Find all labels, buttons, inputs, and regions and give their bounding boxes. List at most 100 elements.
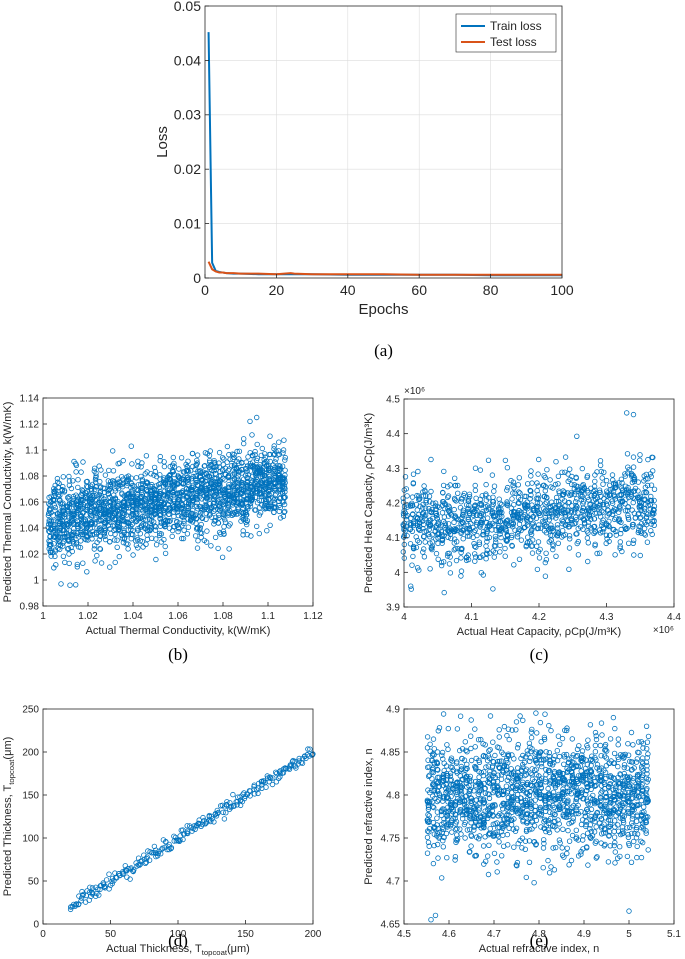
data-point [617,539,623,545]
data-point [546,722,552,729]
data-point [560,826,566,832]
data-point [462,811,468,818]
data-point [422,539,428,545]
data-point [440,756,446,762]
data-point [542,559,548,566]
data-point [259,445,265,452]
data-point [525,534,531,540]
data-point [106,467,112,474]
data-point [108,506,114,512]
data-point [648,528,654,534]
data-point [491,850,498,857]
data-point [427,741,433,747]
data-point [215,478,221,485]
data-point [91,546,97,552]
data-point [556,499,562,505]
data-point [546,750,552,756]
data-point [206,474,213,480]
data-point [438,562,445,569]
data-point [430,804,436,810]
data-point [643,471,649,478]
data-point [434,833,440,839]
data-point [616,480,622,486]
data-point [247,418,253,425]
data-point [617,506,623,512]
data-point [211,819,217,825]
data-point [585,540,591,546]
data-point [559,492,566,498]
data-point [601,526,607,532]
data-point [82,500,88,506]
data-point [550,485,556,491]
data-point [573,514,579,520]
data-point [552,811,558,818]
data-point [490,586,496,592]
data-point [60,474,66,480]
data-point [541,493,547,500]
data-point [567,466,573,472]
data-point [185,524,192,530]
data-point [272,464,278,471]
data-point [642,532,649,538]
data-point [266,478,273,484]
data-point [602,741,609,748]
data-point [550,802,556,809]
data-point [588,835,594,841]
data-point [212,460,218,466]
data-point [226,523,232,529]
y-tick-label: 1.12 [20,420,40,431]
data-point [270,468,276,474]
data-point [451,540,457,546]
data-point [410,543,417,550]
y-tick-label: 0.03 [174,107,201,123]
data-point [402,474,409,480]
data-point [402,510,408,516]
data-point [465,514,471,521]
data-point [491,554,497,560]
data-point [440,782,446,789]
data-point [496,839,502,845]
data-point [499,749,505,755]
data-point [518,755,524,762]
data-point [277,515,284,521]
data-point [119,490,125,496]
data-point [487,747,493,753]
data-point [623,496,629,502]
data-point [240,528,246,534]
data-point [591,516,597,522]
data-point [430,860,437,867]
data-point [641,531,647,537]
data-point [421,554,428,560]
data-point [556,821,562,827]
data-point [638,521,645,527]
data-point [472,465,479,471]
data-point [459,776,465,782]
data-point [574,795,580,802]
data-point [548,509,554,515]
data-point [216,496,222,503]
data-point [203,485,210,492]
data-point [180,469,187,475]
data-point [560,777,566,783]
data-point [68,544,74,551]
data-point [566,862,572,868]
data-point [555,540,561,546]
data-point [543,749,549,755]
data-point [592,543,598,549]
data-point [603,755,610,761]
data-point [60,540,66,546]
data-point [514,534,521,540]
data-point [508,509,515,516]
data-point [220,514,227,520]
data-point [536,752,543,758]
data-point [47,533,53,539]
data-point [594,550,600,557]
data-point [252,482,258,488]
data-point [252,494,259,500]
data-point [566,523,573,530]
data-point [143,492,150,498]
data-point [434,749,441,755]
data-point [535,549,542,555]
data-point [274,770,280,777]
data-point [568,517,575,524]
